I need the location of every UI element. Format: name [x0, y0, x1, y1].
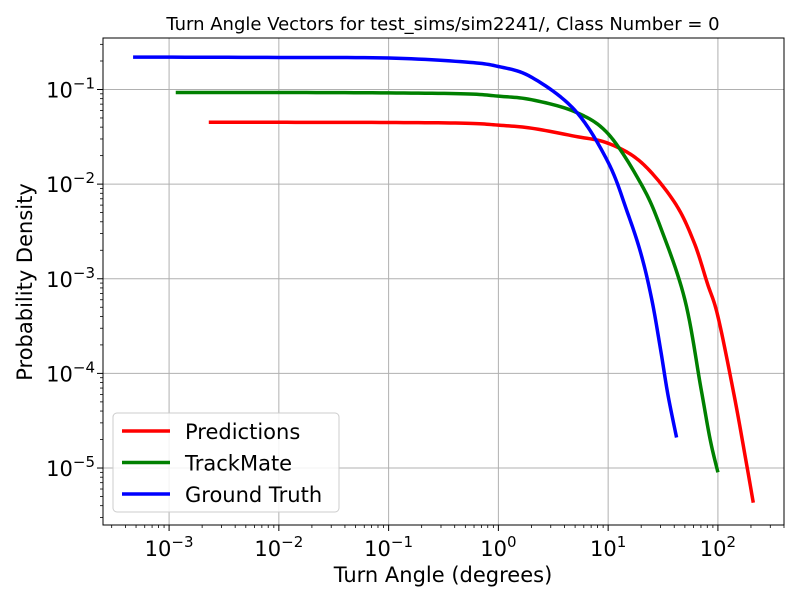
axis-ticks: 10−3 10−2 10−1 100 101 10210−510−410−310−210−…	[46, 43, 785, 561]
x-tick-base: 10	[254, 537, 281, 561]
x-tick-exponent: 0	[507, 533, 517, 551]
y-axis-label: Probability Density	[13, 183, 37, 381]
y-tick-base: 10	[46, 362, 73, 386]
legend: Predictions TrackMate Ground Truth	[112, 412, 340, 513]
series-line-2	[133, 55, 679, 438]
x-tick-exponent: 1	[617, 533, 627, 551]
x-tick-label: 10−1	[364, 533, 413, 561]
y-tick-label: 10−1	[46, 74, 95, 102]
y-tick-label: 10−2	[46, 169, 95, 197]
x-tick-exponent: −3	[171, 533, 193, 551]
x-tick-exponent: 2	[727, 533, 737, 551]
legend-box	[112, 412, 340, 513]
x-tick-label: 101	[590, 533, 626, 561]
x-tick-base: 10	[590, 537, 617, 561]
y-tick-exponent: −5	[73, 453, 95, 471]
series-layer	[133, 55, 756, 504]
x-tick-base: 10	[700, 537, 727, 561]
series-line-0	[208, 120, 756, 504]
x-tick-exponent: −2	[281, 533, 303, 551]
plot-frame	[102, 37, 785, 526]
x-tick-base: 10	[145, 537, 172, 561]
x-tick-label: 10−2	[254, 533, 303, 561]
x-tick-base: 10	[364, 537, 391, 561]
legend-label: Predictions	[185, 420, 300, 444]
series-line-1	[175, 90, 720, 473]
y-tick-label: 10−3	[46, 264, 95, 292]
x-tick-label: 100	[480, 533, 516, 561]
y-tick-exponent: −4	[73, 358, 95, 376]
y-tick-exponent: −1	[73, 74, 95, 92]
y-tick-exponent: −3	[73, 264, 95, 282]
x-tick-label: 102	[700, 533, 736, 561]
x-tick-base: 10	[480, 537, 507, 561]
y-tick-base: 10	[46, 268, 73, 292]
legend-label: TrackMate	[184, 452, 292, 476]
legend-label: Ground Truth	[185, 483, 322, 507]
chart-title: Turn Angle Vectors for test_sims/sim2241…	[165, 14, 719, 35]
x-tick-exponent: −1	[391, 533, 413, 551]
y-tick-base: 10	[46, 173, 73, 197]
y-tick-label: 10−4	[46, 358, 95, 386]
x-tick-label: 10−3	[145, 533, 194, 561]
x-axis-label: Turn Angle (degrees)	[333, 563, 553, 587]
y-tick-label: 10−5	[46, 453, 95, 481]
y-tick-exponent: −2	[73, 169, 95, 187]
y-tick-base: 10	[46, 78, 73, 102]
y-tick-base: 10	[46, 457, 73, 481]
